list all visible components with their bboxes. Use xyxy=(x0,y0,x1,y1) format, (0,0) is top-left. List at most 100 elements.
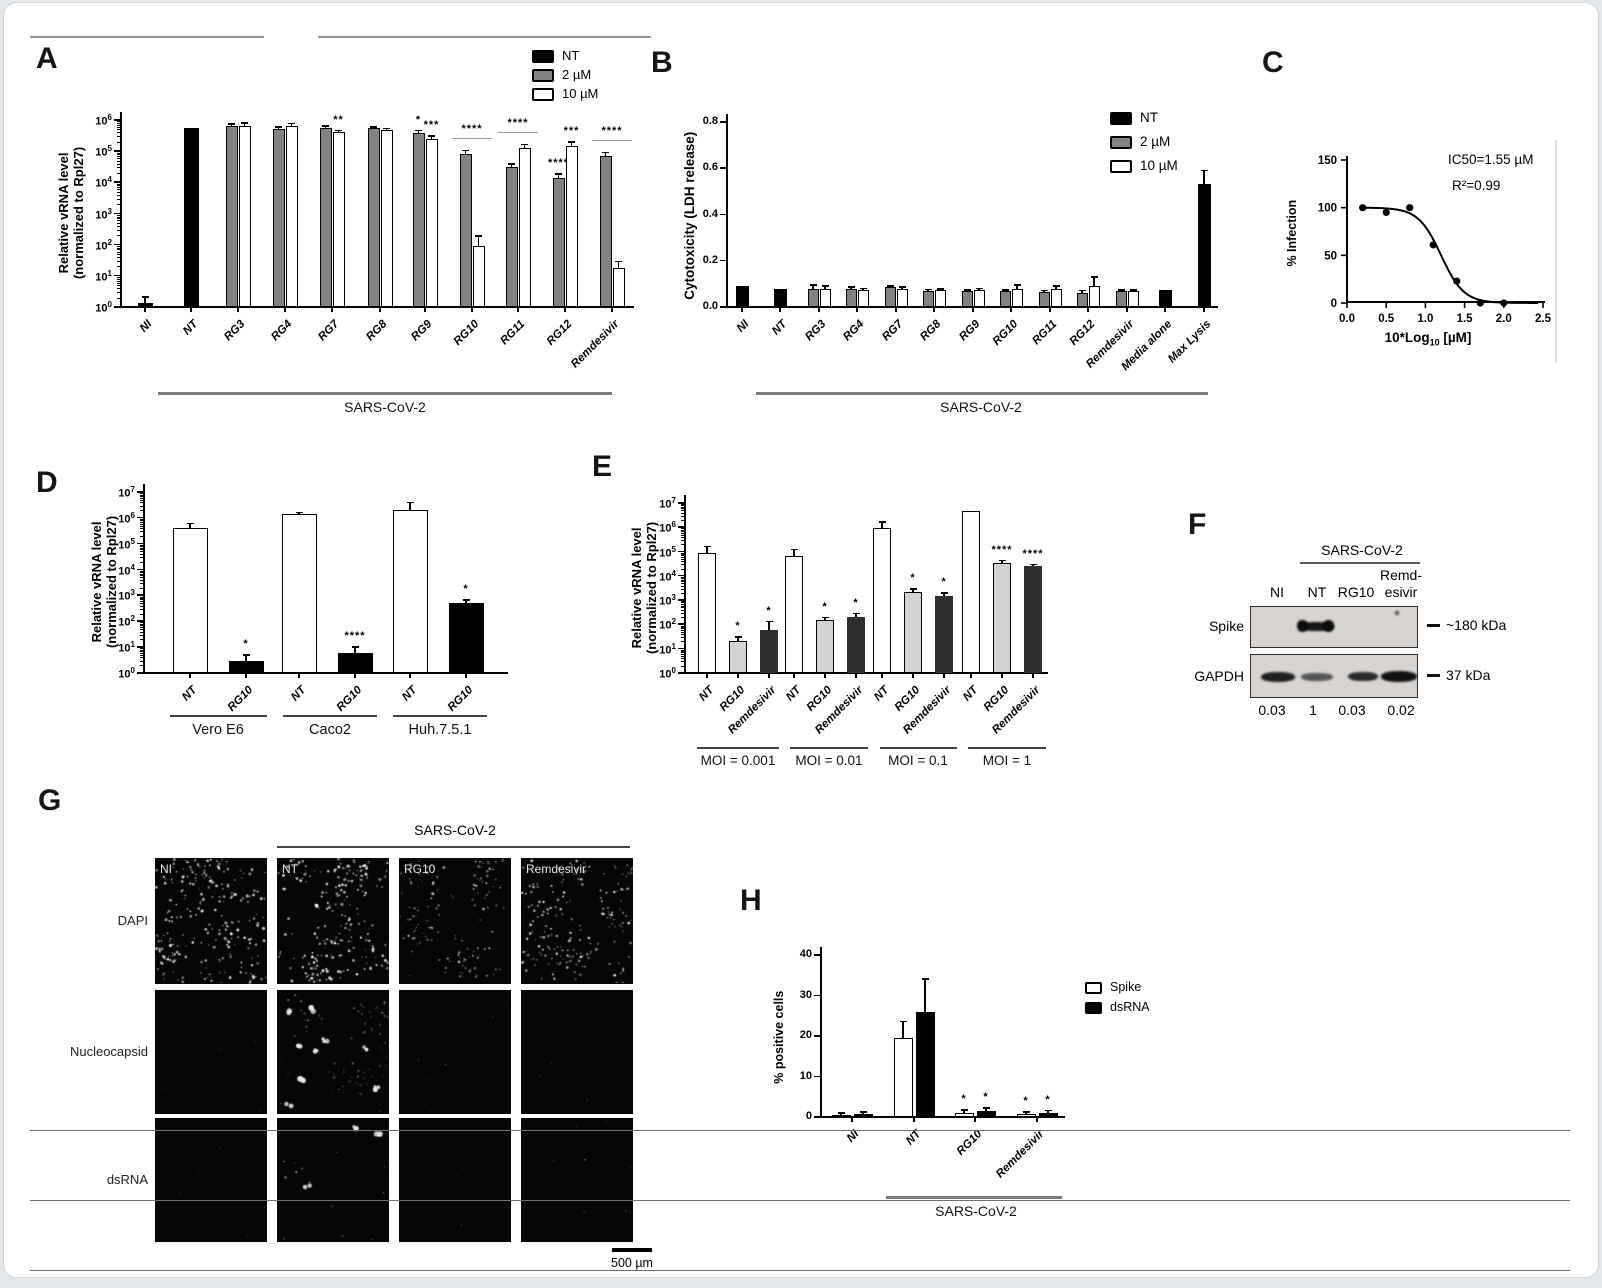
error-bar-cap xyxy=(1001,289,1009,291)
y-minor-tick xyxy=(140,601,143,603)
error-bar-stem xyxy=(912,589,914,592)
separator-rule-1 xyxy=(30,1130,1570,1131)
x-tick xyxy=(284,308,286,312)
y-minor-tick xyxy=(681,568,684,570)
blot-quant-nt: 1 xyxy=(1309,702,1317,718)
y-minor-tick xyxy=(681,553,684,555)
error-bar-stem xyxy=(943,593,945,596)
bar-A-RG12 xyxy=(565,145,578,307)
y-minor-tick xyxy=(117,155,120,157)
panel-c-r2-annotation: R²=0.99 xyxy=(1452,178,1501,193)
y-minor-tick xyxy=(681,558,684,560)
y-minor-tick xyxy=(681,617,684,619)
error-bar-stem xyxy=(1093,276,1095,287)
y-minor-tick xyxy=(681,592,684,594)
error-bar-cap xyxy=(859,287,867,290)
x-category-label: RG12 xyxy=(1067,318,1098,348)
x-axis xyxy=(820,1116,1065,1118)
y-minor-tick xyxy=(117,251,120,253)
error-bar-cap xyxy=(1022,1111,1030,1113)
group-underline xyxy=(393,715,487,717)
y-minor-tick xyxy=(117,204,120,206)
y-tick-label: 100 xyxy=(659,666,676,681)
data-point xyxy=(1406,204,1414,212)
top-rule-right xyxy=(318,36,651,38)
y-tick-label: 102 xyxy=(118,614,135,629)
bar-A-RG4 xyxy=(285,126,298,307)
error-bar-cap xyxy=(909,588,917,590)
y-minor-tick xyxy=(117,292,120,294)
y-minor-tick xyxy=(681,631,684,633)
y-minor-tick xyxy=(681,536,684,538)
panel-letter-e: E xyxy=(592,450,613,483)
dose-response-plot: 0 50 100 150 0.0 0.5 1.0 1.5 2.0 2.5 xyxy=(1318,155,1552,325)
error-bar-stem xyxy=(570,142,573,146)
legend-label: 2 µM xyxy=(562,67,592,82)
error-bar-cap xyxy=(878,521,886,523)
blot-row-label-gapdh: GAPDH xyxy=(1194,668,1244,684)
x-tick xyxy=(768,674,770,678)
error-bar-stem xyxy=(985,1108,987,1111)
error-bar-cap xyxy=(1044,1109,1052,1112)
error-bar-stem xyxy=(901,287,903,289)
y-minor-tick xyxy=(140,505,143,507)
legend-label: NT xyxy=(1140,110,1158,125)
y-minor-tick xyxy=(140,605,143,607)
y-minor-tick xyxy=(140,494,143,496)
x-tick xyxy=(913,1118,915,1122)
error-bar-stem xyxy=(277,126,280,130)
y-minor-tick xyxy=(681,665,684,667)
panel-c-x-title-prefix: 10*Log xyxy=(1384,330,1430,345)
error-bar-cap xyxy=(859,1111,867,1113)
data-point xyxy=(1359,204,1367,212)
y-major-tick xyxy=(114,212,120,215)
error-bar-cap xyxy=(288,122,295,125)
y-tick-label: 104 xyxy=(118,562,135,578)
y-tick-label: 105 xyxy=(118,536,135,552)
bar-B-RG11 xyxy=(1050,288,1062,307)
significance: **** xyxy=(344,630,366,643)
y-minor-tick xyxy=(117,160,120,162)
legend-swatch-Spike xyxy=(1085,982,1102,994)
bar-B-RG4 xyxy=(857,289,869,307)
y-minor-tick xyxy=(681,588,684,590)
error-bar-cap xyxy=(1090,275,1098,278)
x-category-label: Max Lysis xyxy=(1165,318,1214,366)
group-underline xyxy=(886,1196,1062,1199)
legend-swatch-2 µM xyxy=(532,69,554,82)
bar-B-NI xyxy=(735,286,749,307)
error-bar-stem xyxy=(230,124,233,126)
y-major-tick xyxy=(720,259,726,262)
gapdh-band-ni xyxy=(1261,672,1295,682)
significance: **** xyxy=(1022,547,1044,560)
tick-label: 0 xyxy=(1331,298,1337,310)
y-minor-tick xyxy=(681,552,684,554)
y-tick-label: 106 xyxy=(118,510,135,526)
y-tick-label: 106 xyxy=(659,520,676,535)
error-bar-cap xyxy=(821,616,829,619)
x-tick xyxy=(245,674,247,678)
gapdh-band-nt xyxy=(1301,673,1333,681)
y-major-tick xyxy=(678,550,684,553)
error-bar-cap xyxy=(602,151,609,154)
y-major-tick xyxy=(814,954,820,956)
error-bar-stem xyxy=(1055,286,1057,289)
x-tick xyxy=(818,308,820,312)
error-bar-cap xyxy=(837,1112,845,1114)
panel-letter-b: B xyxy=(651,46,673,79)
error-bar-stem xyxy=(337,130,340,133)
y-minor-tick xyxy=(117,249,120,251)
gapdh-blot-image xyxy=(1250,654,1418,698)
error-bar-stem xyxy=(939,288,941,291)
x-axis xyxy=(120,306,634,308)
group-label: SARS-CoV-2 xyxy=(344,399,426,415)
bar-B-RG11 xyxy=(1038,291,1050,307)
micrograph-nucleocapsid-remdesivir xyxy=(521,990,633,1114)
x-tick xyxy=(855,674,857,678)
y-minor-tick xyxy=(117,163,120,165)
y-minor-tick xyxy=(117,152,120,154)
y-tick-label: 40 xyxy=(799,948,812,960)
bar-A-RG8 xyxy=(367,128,380,307)
y-minor-tick xyxy=(140,649,143,651)
bar-B-RG9 xyxy=(973,289,985,307)
